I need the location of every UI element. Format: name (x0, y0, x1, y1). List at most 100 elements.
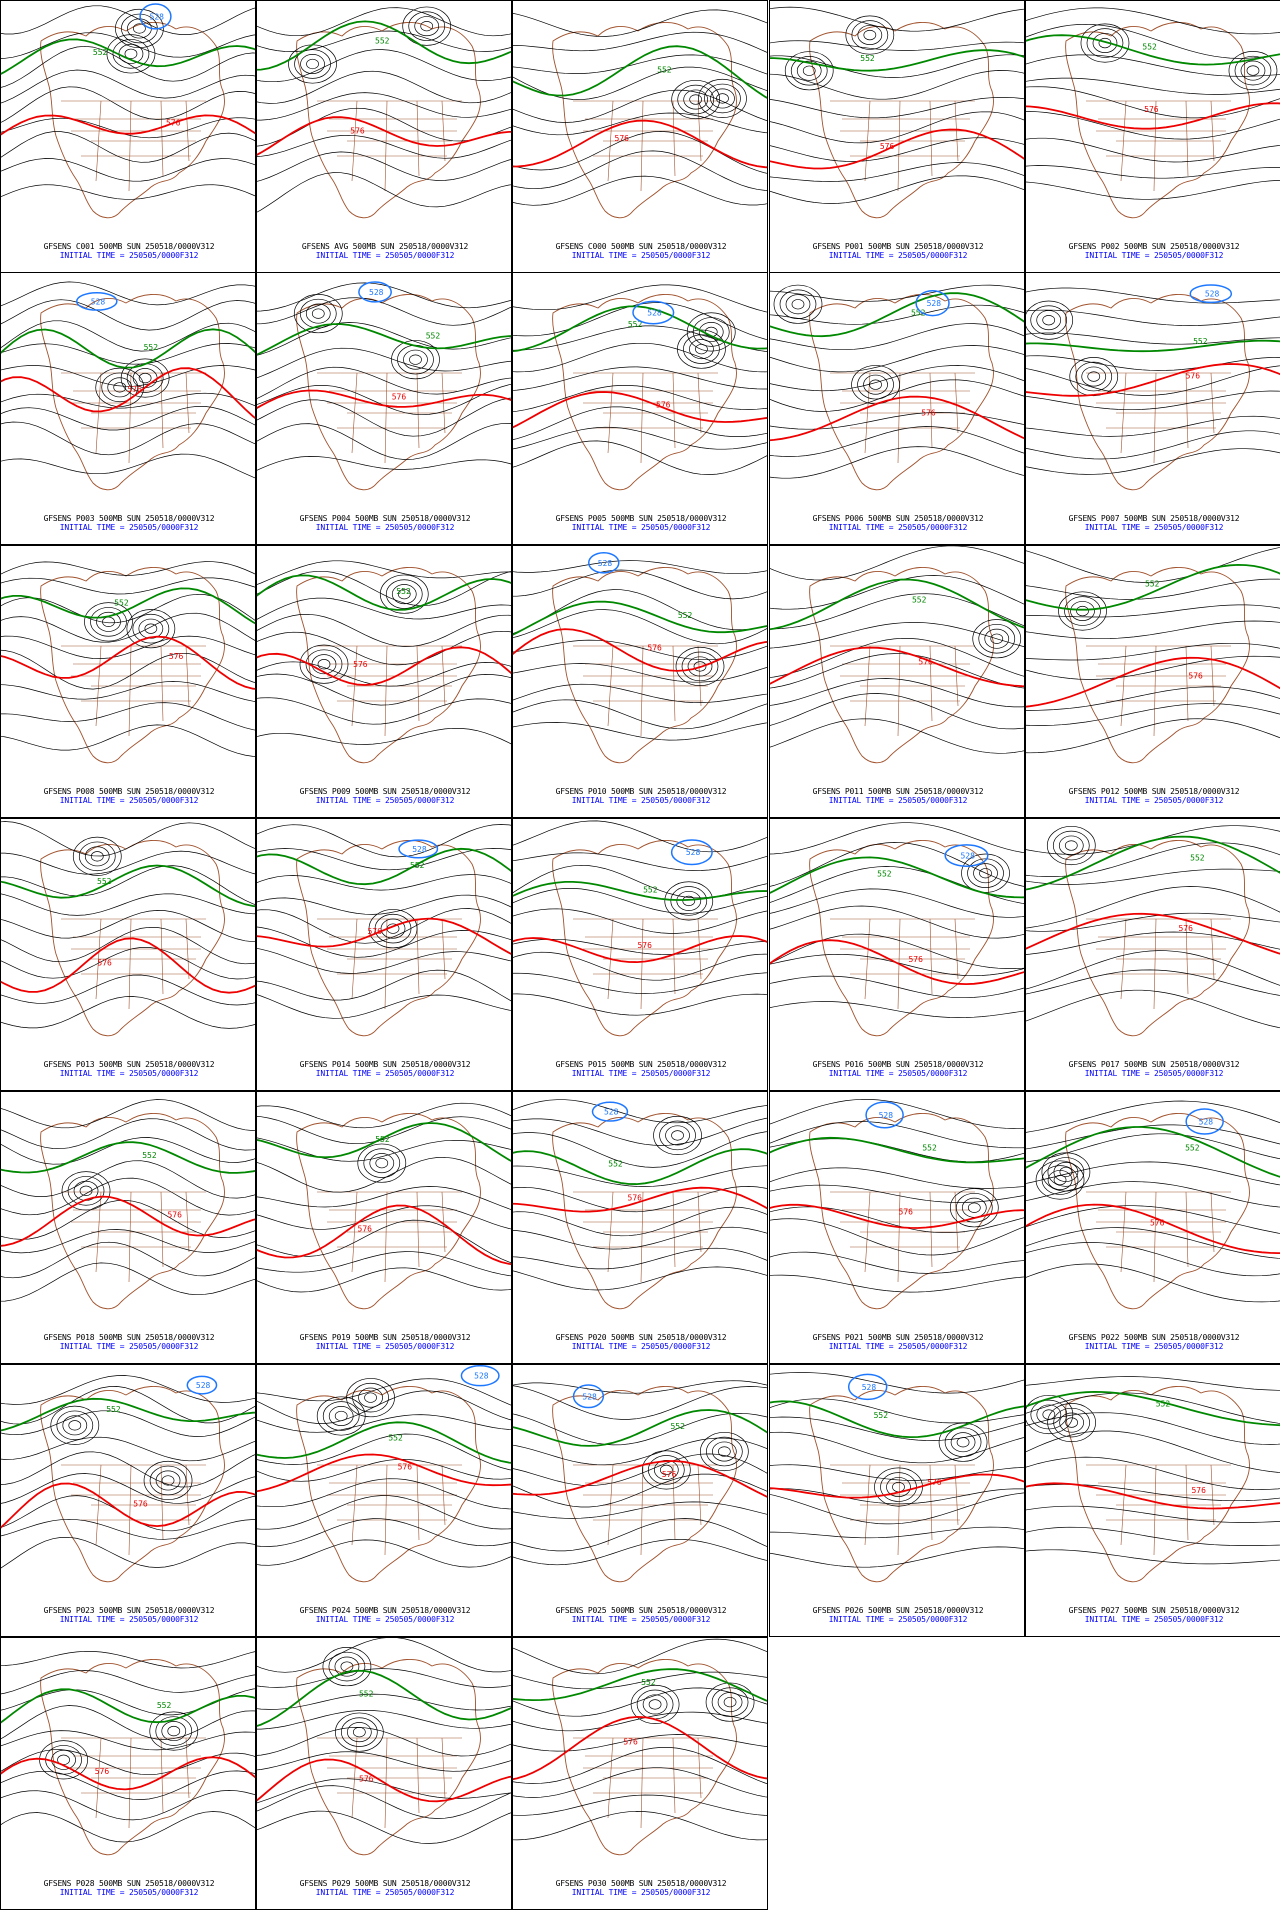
height-contour (1026, 578, 1280, 600)
contour-576-line (257, 646, 511, 686)
closed-low-contour (677, 84, 715, 115)
closed-low-contour (641, 1450, 691, 1490)
height-contour (1, 821, 255, 857)
contour-552-label: 552 (157, 1701, 172, 1710)
height-contour (1, 1473, 255, 1504)
height-map: 552 576 528 (770, 822, 1024, 1037)
closed-low-contour (72, 836, 122, 876)
closed-low-contour (689, 94, 703, 105)
closed-low-contour (1086, 28, 1124, 58)
closed-low-contour (311, 654, 337, 675)
height-contour (257, 661, 511, 687)
height-contour (257, 282, 511, 312)
contour-576-label: 576 (1188, 671, 1203, 680)
closed-low-contour (1080, 23, 1130, 63)
height-contour (1026, 54, 1280, 77)
contour-576-line (1, 1482, 255, 1529)
height-contour (257, 727, 511, 745)
height-contour (513, 908, 767, 934)
height-contour (770, 284, 1024, 302)
closed-low-contour (96, 611, 121, 632)
contour-552-line (257, 1421, 511, 1464)
height-contour (770, 1372, 1024, 1394)
coastline (809, 567, 994, 764)
height-contour (513, 1266, 767, 1291)
closed-low-contour (1075, 361, 1113, 392)
state-borders (573, 100, 718, 192)
height-map: 552 576 528 (257, 1365, 511, 1583)
height-contour (1, 1199, 255, 1240)
height-contour (513, 1518, 767, 1552)
contour-576-line (1026, 656, 1280, 708)
contour-576-label: 576 (1186, 371, 1201, 380)
contour-552-line (770, 49, 1024, 72)
closed-low-contour (796, 60, 822, 81)
contour-528-label: 528 (598, 559, 613, 568)
contour-552-label: 552 (608, 1159, 623, 1168)
closed-low-contour (300, 54, 325, 74)
height-contour (257, 1156, 511, 1193)
panel-init-time: INITIAL TIME = 250505/0000F312 (315, 1069, 455, 1078)
height-contour (1, 117, 255, 139)
contour-576-line (770, 128, 1024, 170)
panel-init-time: INITIAL TIME = 250505/0000F312 (571, 1342, 711, 1351)
panel-init-time: INITIAL TIME = 250505/0000F312 (59, 1888, 199, 1897)
map-panel: 552 576 GFSENS P002 500MB SUN 250518/0000V… (1025, 0, 1280, 273)
coastline (809, 840, 994, 1037)
panel-init-time: INITIAL TIME = 250505/0000F312 (571, 1888, 711, 1897)
height-contour (1026, 868, 1280, 885)
contour-576-line (1026, 1203, 1280, 1254)
closed-low-contour (659, 1464, 673, 1476)
contour-576-label: 576 (358, 1225, 373, 1234)
height-contour (257, 347, 511, 379)
coastline (40, 1386, 225, 1583)
closed-low-contour (851, 365, 900, 405)
closed-low-contour (101, 372, 139, 403)
panel-title: GFSENS P025 500MB SUN 250518/0000V312 (555, 1606, 727, 1615)
closed-low-contour (420, 20, 434, 32)
height-contour (1, 320, 255, 352)
height-contour (770, 653, 1024, 689)
contour-552-line (1, 328, 255, 369)
height-contour (257, 1458, 511, 1482)
contour-576-label: 576 (398, 1462, 413, 1471)
height-contour (257, 1102, 511, 1129)
height-contour (770, 575, 1024, 610)
closed-low-contour (408, 11, 446, 41)
height-contour (1, 926, 255, 965)
height-contour (1, 1410, 255, 1437)
height-contour (1, 1229, 255, 1254)
state-borders (61, 918, 206, 1010)
height-contour (770, 1526, 1024, 1539)
panel-title: GFSENS P010 500MB SUN 250518/0000V312 (555, 787, 727, 796)
contour-528-label: 528 (474, 1372, 489, 1381)
closed-low-contour (681, 651, 719, 682)
closed-low-contour (704, 83, 741, 114)
coastline (40, 567, 225, 764)
height-contour (257, 874, 511, 891)
closed-low-contour (717, 1446, 731, 1457)
height-contour (1026, 430, 1280, 460)
height-contour (770, 1431, 1024, 1464)
closed-low-contour (1035, 1160, 1085, 1200)
contour-528-line (670, 839, 713, 866)
contour-576-label: 576 (1144, 105, 1159, 114)
panel-init-time: INITIAL TIME = 250505/0000F312 (571, 796, 711, 805)
contour-528-line (915, 289, 950, 317)
height-contour (770, 1464, 1024, 1481)
height-contour (513, 1247, 767, 1270)
height-contour (1, 1436, 255, 1462)
map-panel: 552 576 GFSENS P011 500MB SUN 250518/0000V… (769, 545, 1025, 818)
height-contour (513, 1380, 767, 1394)
height-contour (257, 1267, 511, 1293)
contour-576-line (513, 1715, 767, 1781)
height-contour (1026, 1100, 1280, 1133)
height-contour (770, 718, 1024, 754)
closed-low-contour (1053, 1162, 1079, 1182)
panel-title: GFSENS P008 500MB SUN 250518/0000V312 (43, 787, 215, 796)
height-contour (1026, 7, 1280, 35)
panel-init-time: INITIAL TIME = 250505/0000F312 (828, 1342, 968, 1351)
height-contour (257, 1709, 511, 1730)
height-contour (513, 938, 767, 955)
closed-low-contour (346, 1722, 372, 1743)
